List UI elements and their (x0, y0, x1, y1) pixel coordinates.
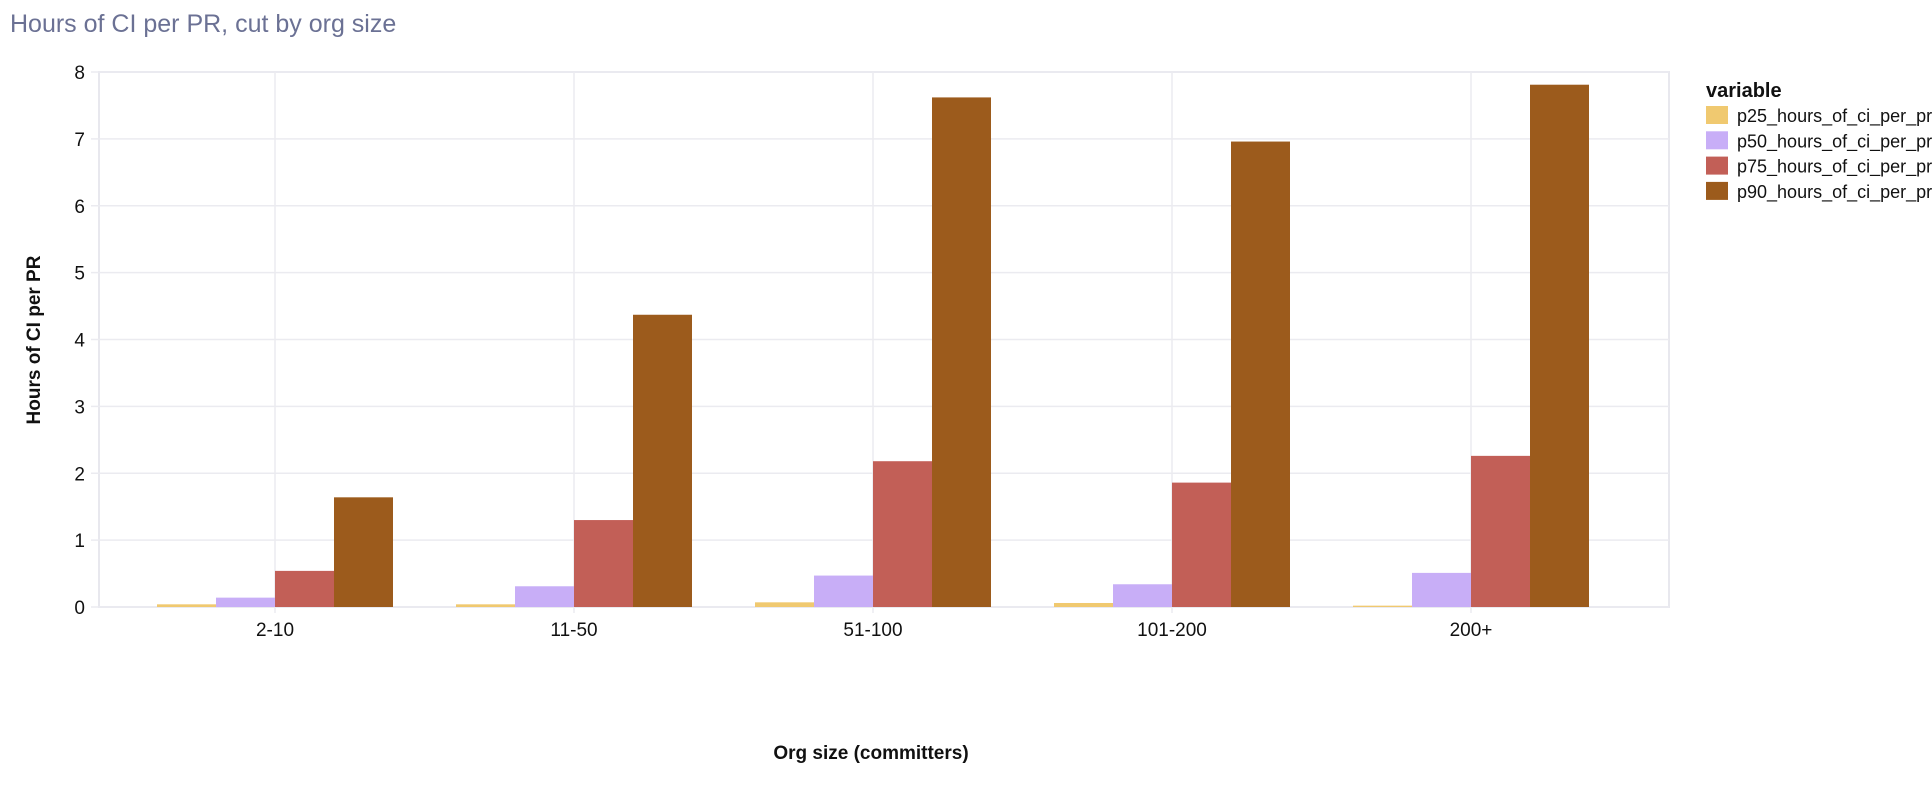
bar-p50_hours_of_ci_per_pr-11-50 (515, 586, 574, 607)
legend-swatch (1706, 156, 1728, 175)
bar-p25_hours_of_ci_per_pr-200+ (1353, 605, 1412, 607)
y-tick-label: 7 (74, 130, 85, 151)
bar-p90_hours_of_ci_per_pr-2-10 (334, 497, 393, 607)
bar-p25_hours_of_ci_per_pr-2-10 (157, 604, 216, 607)
bar-p50_hours_of_ci_per_pr-2-10 (216, 597, 275, 607)
y-tick-label: 0 (74, 598, 85, 619)
bar-p50_hours_of_ci_per_pr-101-200 (1113, 584, 1172, 607)
y-tick-label: 1 (74, 531, 85, 552)
x-tick-label: 11-50 (550, 620, 597, 641)
bars (157, 84, 1589, 608)
bar-p50_hours_of_ci_per_pr-200+ (1412, 572, 1471, 607)
y-tick-label: 4 (74, 331, 85, 352)
y-tick-label: 3 (74, 397, 85, 418)
legend-item-label: p25_hours_of_ci_per_pr (1737, 106, 1932, 127)
x-tick-label: 200+ (1450, 620, 1493, 641)
legend-item-label: p50_hours_of_ci_per_pr (1737, 131, 1932, 152)
bar-p25_hours_of_ci_per_pr-11-50 (456, 604, 515, 607)
bar-p90_hours_of_ci_per_pr-51-100 (932, 97, 991, 607)
legend-swatch (1706, 106, 1728, 124)
y-tick-label: 2 (74, 464, 85, 485)
legend-swatch (1706, 181, 1728, 200)
bar-p75_hours_of_ci_per_pr-200+ (1471, 455, 1530, 607)
bar-p75_hours_of_ci_per_pr-101-200 (1172, 482, 1231, 607)
bar-p25_hours_of_ci_per_pr-51-100 (755, 602, 814, 607)
bar-p25_hours_of_ci_per_pr-101-200 (1054, 602, 1113, 607)
legend: variable p25_hours_of_ci_per_pr p50_hours… (1706, 80, 1932, 203)
y-tick-label: 5 (74, 264, 85, 285)
x-axis-label: Org size (committers) (773, 743, 968, 764)
bar-p90_hours_of_ci_per_pr-101-200 (1231, 141, 1290, 608)
legend-item-label: p90_hours_of_ci_per_pr (1737, 182, 1932, 203)
bar-p75_hours_of_ci_per_pr-51-100 (873, 461, 932, 607)
x-tick-labels: 2-10 11-50 51-100 101-200 200+ (256, 620, 1492, 641)
bar-p90_hours_of_ci_per_pr-11-50 (633, 314, 692, 607)
x-tick-label: 51-100 (843, 620, 902, 641)
legend-item-label: p75_hours_of_ci_per_pr (1737, 157, 1932, 178)
y-axis-label: Hours of CI per PR (24, 255, 45, 424)
y-tick-label: 6 (74, 197, 85, 218)
bar-p50_hours_of_ci_per_pr-51-100 (814, 575, 873, 607)
x-tick-label: 2-10 (256, 620, 294, 641)
bar-p75_hours_of_ci_per_pr-11-50 (574, 520, 633, 607)
x-tick-label: 101-200 (1137, 620, 1207, 641)
bar-p75_hours_of_ci_per_pr-2-10 (275, 570, 334, 607)
y-tick-label: 8 (74, 63, 85, 84)
y-tick-labels: 0 1 2 3 4 5 6 7 8 (74, 63, 85, 619)
bar-p90_hours_of_ci_per_pr-200+ (1530, 84, 1589, 608)
legend-swatch (1706, 131, 1728, 150)
chart-title: Hours of CI per PR, cut by org size (10, 10, 396, 38)
legend-title: variable (1706, 80, 1782, 102)
